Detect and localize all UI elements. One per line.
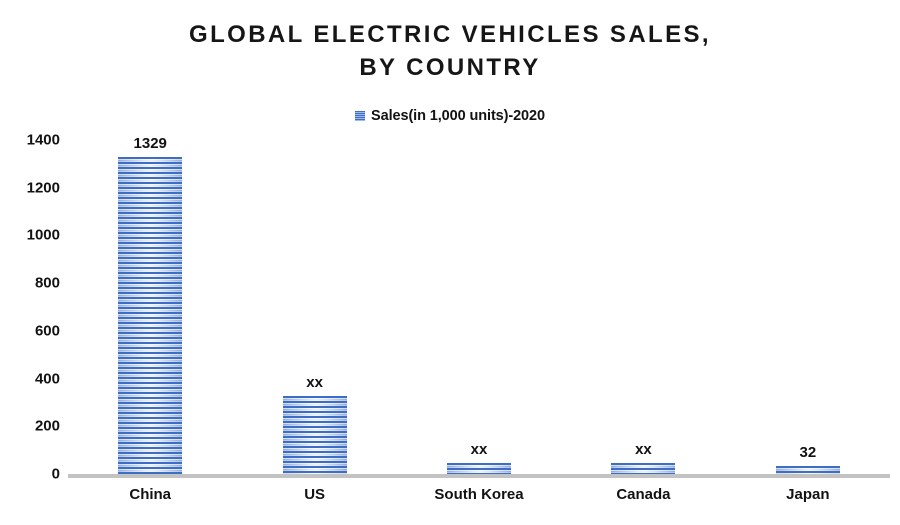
y-tick-1400: 1400	[26, 131, 60, 149]
bar-japan[interactable]: 32	[775, 444, 840, 474]
y-tick-600: 600	[34, 322, 60, 340]
x-label-china: China	[129, 486, 172, 503]
legend-label: Sales(in 1,000 units)-2020	[371, 108, 545, 124]
chart-legend: Sales(in 1,000 units)-2020	[0, 108, 900, 128]
chart-title-line-2: BY COUNTRY	[359, 54, 541, 81]
bar-slot-japan: 32	[726, 140, 890, 474]
y-tick-400: 400	[34, 370, 60, 388]
x-label-us: US	[304, 486, 326, 503]
plot-area	[68, 140, 890, 478]
y-tick-0: 0	[51, 465, 60, 483]
y-tick-1200: 1200	[26, 179, 60, 197]
y-tick-200: 200	[34, 417, 60, 435]
bar-slot-south-korea: xx	[397, 140, 561, 474]
y-tick-800: 800	[34, 274, 60, 292]
y-axis-tick-labels: 1400 1200 1000 800 600 400 200 0	[0, 132, 60, 483]
x-axis-line	[68, 474, 890, 478]
legend-swatch-icon	[355, 111, 366, 121]
x-axis-category-labels: China US South Korea Canada Japan	[68, 486, 890, 508]
chart-title-line-1: GLOBAL ELECTRIC VEHICLES SALES,	[189, 21, 711, 48]
bar-south-korea[interactable]: xx	[447, 441, 512, 474]
x-label-south-korea: South Korea	[434, 486, 524, 503]
bar-slot-us: xx	[232, 140, 396, 474]
bar-china[interactable]: 1329	[118, 135, 183, 474]
bar-slot-china: 1329	[68, 135, 232, 474]
bar-us[interactable]: xx	[282, 374, 347, 474]
bar-series: 1329 xx xx xx 32	[68, 135, 890, 474]
bar-canada[interactable]: xx	[611, 441, 676, 474]
bar-value-china: 1329	[133, 134, 167, 152]
x-label-canada: Canada	[616, 486, 671, 503]
bar-value-canada: xx	[635, 441, 652, 459]
bar-slot-canada: xx	[561, 140, 725, 474]
bar-value-us: xx	[306, 373, 323, 391]
legend-entry-sales[interactable]: Sales(in 1,000 units)-2020	[355, 108, 545, 124]
y-tick-1000: 1000	[26, 226, 60, 244]
bar-value-japan: 32	[799, 444, 817, 462]
x-label-japan: Japan	[786, 486, 830, 503]
bar-value-south-korea: xx	[470, 440, 488, 458]
chart-title: GLOBAL ELECTRIC VEHICLES SALES, BY COUNT…	[0, 18, 900, 84]
